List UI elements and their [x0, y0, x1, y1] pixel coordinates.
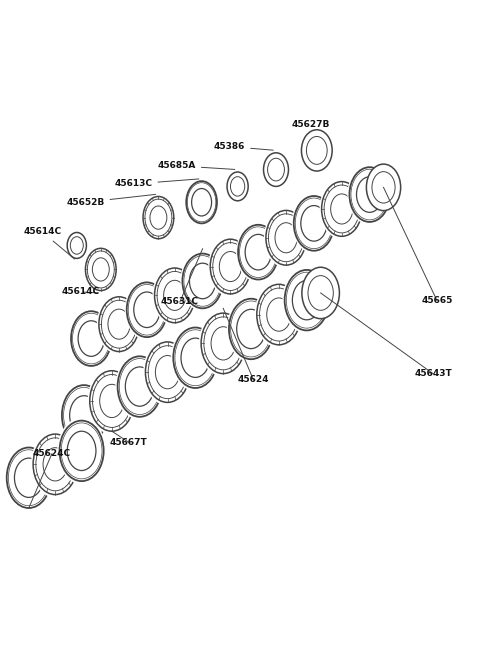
Text: 45665: 45665: [421, 296, 453, 304]
Text: 45624C: 45624C: [33, 449, 71, 459]
Ellipse shape: [264, 208, 308, 268]
Ellipse shape: [227, 172, 248, 201]
Ellipse shape: [199, 310, 248, 377]
Ellipse shape: [31, 431, 80, 498]
Text: 45643T: 45643T: [414, 369, 452, 378]
Text: 45614C: 45614C: [23, 228, 75, 259]
Ellipse shape: [180, 251, 225, 311]
Ellipse shape: [60, 382, 108, 449]
Ellipse shape: [84, 246, 118, 293]
Text: 45614C: 45614C: [61, 287, 100, 297]
Text: 45386: 45386: [214, 142, 273, 151]
Ellipse shape: [301, 130, 332, 171]
Text: 45631C: 45631C: [161, 297, 199, 306]
Ellipse shape: [153, 265, 197, 325]
Ellipse shape: [142, 194, 175, 241]
Text: 45627B: 45627B: [292, 121, 330, 129]
Ellipse shape: [185, 179, 218, 226]
Ellipse shape: [125, 279, 169, 340]
Ellipse shape: [282, 267, 331, 333]
Ellipse shape: [115, 354, 164, 420]
Ellipse shape: [143, 339, 192, 405]
Ellipse shape: [87, 368, 136, 434]
Ellipse shape: [264, 153, 288, 186]
Ellipse shape: [227, 296, 276, 362]
Ellipse shape: [69, 308, 113, 369]
Ellipse shape: [348, 165, 392, 224]
Ellipse shape: [302, 267, 339, 319]
Text: 45667T: 45667T: [110, 438, 147, 447]
Text: 45613C: 45613C: [114, 179, 199, 188]
Ellipse shape: [171, 325, 220, 391]
Ellipse shape: [4, 445, 53, 511]
Ellipse shape: [320, 179, 364, 239]
Ellipse shape: [366, 164, 401, 211]
Ellipse shape: [292, 194, 336, 253]
Text: 45624: 45624: [238, 375, 269, 384]
Ellipse shape: [67, 232, 86, 258]
Ellipse shape: [57, 418, 106, 484]
Text: 45652B: 45652B: [66, 194, 156, 207]
Ellipse shape: [97, 294, 141, 354]
Ellipse shape: [254, 281, 303, 348]
Ellipse shape: [208, 236, 252, 297]
Ellipse shape: [236, 222, 280, 282]
Text: 45685A: 45685A: [157, 161, 235, 171]
